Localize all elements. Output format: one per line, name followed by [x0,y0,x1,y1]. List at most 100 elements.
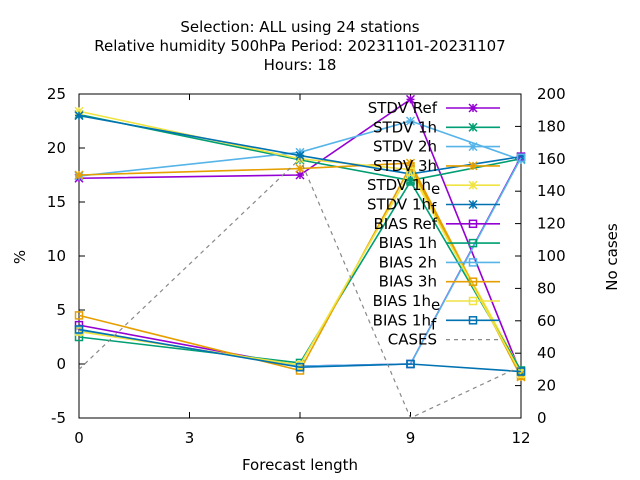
title-line: Relative humidity 500hPa Period: 2023110… [94,37,505,55]
x-tick-label: 6 [295,429,305,447]
data-point [295,151,305,161]
legend-label: STDV 3h [373,157,437,175]
legend-item: BIAS 1h f [373,311,500,333]
series-line [78,120,522,177]
data-point [516,153,526,162]
series-11 [74,325,526,376]
chart-title: Selection: ALL using 24 stationsRelative… [94,18,505,74]
y2-tick-label: 80 [537,279,556,297]
legend-item: BIAS Ref [373,215,500,233]
y2-tick-label: 40 [537,344,556,362]
y-tick-label: 0 [56,355,66,373]
y-tick-label: -5 [51,409,66,427]
legend-item: STDV 1h f [367,196,500,218]
data-point [74,170,84,180]
legend-item: STDV 1h e [367,176,500,198]
legend-label: BIAS 3h [379,273,437,291]
series-line [78,170,522,375]
series-9 [74,162,526,381]
series-lines [74,94,526,419]
data-point [295,163,305,174]
data-point [516,367,526,376]
legend-marker [468,122,478,132]
legend-label-subscript: e [431,296,440,314]
legend-marker [468,316,478,325]
series-3 [74,158,526,382]
y-tick-label: 10 [47,247,66,265]
y2-tick-label: 180 [537,117,566,135]
legend-label: BIAS Ref [373,215,437,233]
y-tick-label: 5 [56,301,66,319]
legend-label: STDV 1h [367,196,431,214]
legend-marker [468,277,478,286]
legend-item: BIAS 1h e [373,292,500,314]
legend-label: BIAS 1h [373,311,431,329]
legend-marker [468,199,478,210]
data-point [405,94,416,104]
series-line [78,113,522,182]
y-tick-label: 15 [47,193,66,211]
data-point [406,162,415,171]
legend-label: STDV 2h [373,138,437,156]
legend-label: STDV 1h [373,118,437,136]
x-tick-label: 9 [406,429,416,447]
data-point [405,169,416,179]
legend-marker [468,142,478,152]
y2-tick-label: 200 [537,85,566,103]
series-12 [78,157,522,419]
title-line: Hours: 18 [264,56,337,74]
legend-item: STDV Ref [368,99,500,117]
axis-ticks [78,93,522,419]
legend-item: STDV 1h [373,118,500,136]
data-point [406,167,415,177]
y2-tick-label: 60 [537,312,556,330]
series-10 [74,167,526,378]
y2-axis-label: No cases [603,223,621,291]
legend-item: STDV 3h [373,157,500,175]
y2-tick-label: 100 [537,247,566,265]
data-point [405,116,416,126]
legend-marker [468,238,478,248]
y2-tick-label: 0 [537,409,547,427]
legend-item: CASES [388,331,500,349]
title-line: Selection: ALL using 24 stations [180,18,419,36]
legend-label: STDV 1h [367,176,431,194]
y2-tick-label: 140 [537,182,566,200]
series-line [78,179,522,371]
x-tick-label: 12 [511,429,530,447]
legend-label: BIAS 1h [379,234,437,252]
legend-marker [468,219,478,229]
legend-label: STDV Ref [368,99,438,117]
data-point [295,362,305,372]
data-point [406,359,415,369]
x-tick-label: 0 [74,429,84,447]
data-point [74,311,84,320]
y-axis-label: % [11,250,29,264]
legend-marker [468,180,478,190]
legend-label: CASES [388,331,437,349]
data-point [74,325,84,334]
legend-item: BIAS 3h [379,273,500,291]
legend-label-subscript: e [431,180,440,198]
data-point [74,106,84,116]
series-line [78,328,522,373]
legend-marker [468,258,478,267]
y-tick-labels: -5 0 5 10 15 20 25 [47,85,66,427]
y2-tick-label: 120 [537,215,566,233]
data-point [74,111,84,121]
legend-label: BIAS 1h [373,292,431,310]
legend-label-subscript: f [431,200,437,218]
y2-tick-label: 20 [537,377,556,395]
legend-marker [468,296,478,306]
y2-tick-labels: 0 20 40 60 80 100 120 140 160 180 200 [537,85,566,427]
legend-item: BIAS 2h [379,253,500,271]
x-tick-label: 3 [185,429,195,447]
legend-item: BIAS 1h [379,234,500,252]
legend-label-subscript: f [431,315,437,333]
legend-marker [468,103,478,113]
x-tick-labels: 0 3 6 9 12 [74,429,530,447]
legend-item: STDV 2h [373,138,500,156]
data-point [295,170,305,180]
